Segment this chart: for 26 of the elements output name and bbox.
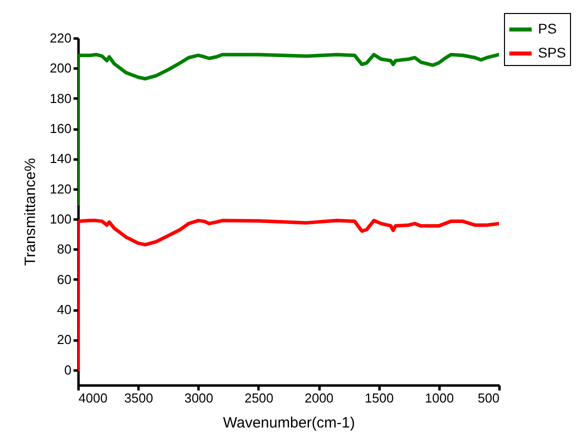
x-tick-label: 1000 — [424, 390, 454, 406]
y-tick-label: 180 — [50, 90, 72, 106]
line-series — [78, 218, 499, 372]
x-tick-label: 3000 — [184, 390, 214, 406]
x-tick-label: 3500 — [124, 390, 154, 406]
y-tick-label: 200 — [50, 60, 72, 76]
y-axis-title: Transmittance% — [22, 158, 39, 266]
x-axis-title: Wavenumber(cm-1) — [223, 414, 355, 432]
y-tick-label: 20 — [57, 332, 72, 348]
y-tick-label: 0 — [64, 362, 72, 378]
y-tick-label: 160 — [50, 121, 72, 136]
y-tick-label: 40 — [57, 302, 72, 318]
x-tick-label: 4000 — [78, 390, 108, 406]
x-tick-label: 2500 — [244, 390, 274, 406]
line-series — [78, 52, 499, 206]
y-tick-label: 120 — [50, 181, 72, 196]
y-tick-label: 60 — [57, 272, 72, 287]
y-tick-label: 140 — [50, 151, 72, 166]
y-tick-label: 220 — [50, 30, 72, 46]
y-tick-label: 100 — [50, 212, 72, 227]
legend-label: SPS — [538, 44, 566, 60]
x-tick-label: 500 — [478, 390, 500, 406]
x-tick-label: 1500 — [364, 390, 394, 406]
y-tick-label: 80 — [57, 242, 72, 257]
x-tick-label: 2000 — [304, 390, 334, 406]
legend-label: PS — [538, 20, 557, 36]
